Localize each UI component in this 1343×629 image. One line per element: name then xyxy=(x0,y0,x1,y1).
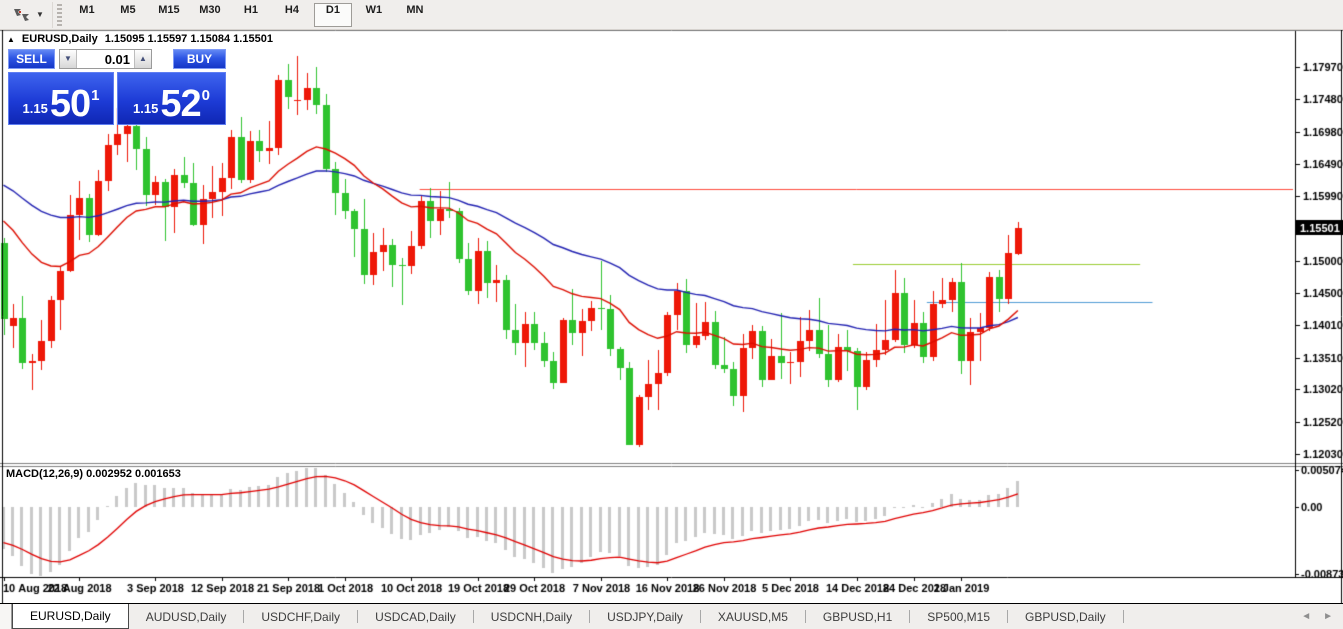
bid-price-pipette: 1 xyxy=(91,87,100,104)
chart-tab-usdjpy-daily[interactable]: USDJPY,Daily xyxy=(607,609,683,624)
tab-separator xyxy=(472,610,474,623)
timeframe-button-m30[interactable]: M30 xyxy=(199,3,221,16)
tab-separator xyxy=(1122,610,1124,623)
tab-scroll-left-icon[interactable]: ◄ xyxy=(1301,611,1312,622)
chart-tabs-bar: EURUSD,Daily AUDUSD,Daily USDCHF,Daily USDC… xyxy=(0,603,1343,629)
timeframe-button-d1[interactable]: D1 xyxy=(313,2,352,27)
chart-cursor-icon[interactable] xyxy=(10,6,34,24)
tab-separator xyxy=(243,610,245,623)
chart-tab-gbpusd-daily[interactable]: GBPUSD,Daily xyxy=(1025,609,1106,624)
ask-price-pipette: 0 xyxy=(201,87,210,104)
chart-tab-audusd-daily[interactable]: AUDUSD,Daily xyxy=(145,609,227,624)
price-chart-canvas[interactable] xyxy=(0,30,1343,603)
volume-input[interactable] xyxy=(77,50,134,68)
tab-separator xyxy=(1007,610,1008,623)
timeframe-button-m15[interactable]: M15 xyxy=(158,3,180,16)
tab-separator xyxy=(909,610,911,623)
chart-ohlc-values: 1.15095 1.15597 1.15084 1.15501 xyxy=(104,33,273,45)
tab-separator xyxy=(699,610,701,623)
chart-symbol-label: EURUSD,Daily xyxy=(21,33,98,45)
toolbar-grip[interactable] xyxy=(56,3,62,26)
macd-indicator-label: MACD(12,26,9) 0.002952 0.001653 xyxy=(6,468,181,480)
tab-scroll-right-icon[interactable]: ► xyxy=(1323,611,1333,622)
chart-toolbar: ▼ M1 M5 M15 M30 H1 H4 D1 W1 MN xyxy=(0,0,1343,30)
timeframe-button-group: M1 M5 M15 M30 H1 H4 D1 W1 MN xyxy=(68,2,434,27)
sell-button[interactable]: SELL xyxy=(8,49,55,69)
chart-tab-gbpusd-h1[interactable]: GBPUSD,H1 xyxy=(822,609,893,624)
chart-tab-usdcad-daily[interactable]: USDCAD,Daily xyxy=(375,609,456,624)
chart-tab-usdcnh-daily[interactable]: USDCNH,Daily xyxy=(490,609,573,624)
ask-price-prefix: 1.15 xyxy=(133,101,159,116)
timeframe-button-w1[interactable]: W1 xyxy=(365,3,383,16)
tabbar-left-stub xyxy=(0,604,12,629)
chart-tab-eurusd-daily[interactable]: EURUSD,Daily xyxy=(12,604,129,629)
bid-price-prefix: 1.15 xyxy=(22,101,48,116)
toolbar-tool-cluster: ▼ xyxy=(0,1,68,28)
buy-button[interactable]: BUY xyxy=(173,49,226,69)
timeframe-button-m5[interactable]: M5 xyxy=(120,3,136,16)
panel-collapse-arrow-icon[interactable]: ▲ xyxy=(7,34,15,44)
tool-dropdown-caret-icon[interactable]: ▼ xyxy=(36,10,44,19)
timeframe-button-h4[interactable]: H4 xyxy=(284,3,299,16)
volume-decrease-icon[interactable]: ▼ xyxy=(60,50,77,68)
timeframe-button-m1[interactable]: M1 xyxy=(79,3,95,16)
ask-price-box[interactable]: 1.15 52 0 xyxy=(117,72,226,125)
tab-separator xyxy=(804,610,806,623)
chart-tabs: EURUSD,Daily AUDUSD,Daily USDCHF,Daily USDC… xyxy=(12,604,1124,629)
one-click-trade-panel: SELL ▼ ▲ BUY 1.15 50 1 1.15 52 0 xyxy=(8,49,226,125)
bid-price-box[interactable]: 1.15 50 1 xyxy=(8,72,114,125)
chart-tab-usdchf-daily[interactable]: USDCHF,Daily xyxy=(261,609,341,624)
chart-title: ▲ EURUSD,Daily 1.15095 1.15597 1.15084 1… xyxy=(7,33,273,45)
chart-window: ▲ EURUSD,Daily 1.15095 1.15597 1.15084 1… xyxy=(0,30,1343,603)
bid-price-big-digits: 50 xyxy=(49,83,91,125)
volume-increase-icon[interactable]: ▲ xyxy=(134,50,151,68)
timeframe-button-mn[interactable]: MN xyxy=(406,3,424,16)
volume-stepper: ▼ ▲ xyxy=(59,49,152,69)
timeframe-button-h1[interactable]: H1 xyxy=(243,3,258,16)
chart-tab-xauusd-m5[interactable]: XAUUSD,M5 xyxy=(717,609,788,624)
tab-separator xyxy=(589,610,591,623)
ask-price-big-digits: 52 xyxy=(160,83,201,125)
toolbar-separator xyxy=(51,1,53,28)
tab-scroll-controls: ◄ ► xyxy=(1301,604,1343,629)
tab-separator xyxy=(357,610,359,623)
chart-tab-sp500-m15[interactable]: SP500,M15 xyxy=(927,609,990,624)
